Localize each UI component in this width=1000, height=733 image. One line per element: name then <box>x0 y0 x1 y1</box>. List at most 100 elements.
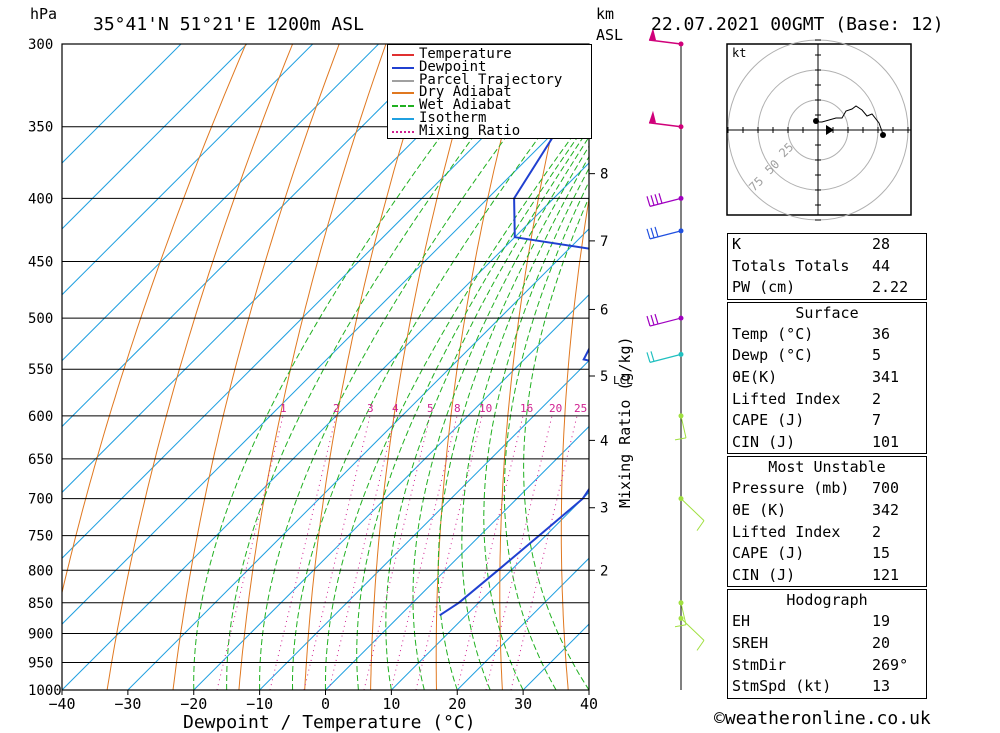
site-footer[interactable]: ©weatheronline.co.uk <box>714 708 931 729</box>
stat-label: SREH <box>732 633 769 652</box>
pressure-tick-label: 350 <box>28 120 53 136</box>
mixing-ratio-line <box>456 415 524 690</box>
most-unstable-title: Most Unstable <box>768 458 886 477</box>
stat-row: θE (K) 342 <box>728 500 926 522</box>
pressure-tick-label: 950 <box>28 655 53 671</box>
stat-label: Pressure (mb) <box>732 479 850 498</box>
stat-value: 19 <box>872 612 891 631</box>
mixing-ratio-axis-title: Mixing Ratio (g/kg) <box>616 336 634 508</box>
dry-adiabat-line <box>992 44 1000 690</box>
wind-barb <box>674 413 687 441</box>
km-tick-label: 7 <box>600 234 608 250</box>
stat-label: PW (cm) <box>732 278 796 297</box>
mixing-ratio-line <box>390 415 458 690</box>
stat-row: StmDir 269° <box>728 655 926 677</box>
stat-row: θE(K) 341 <box>728 367 926 389</box>
pressure-tick-label: 700 <box>28 492 53 508</box>
legend-label: Wet Adiabat <box>419 97 512 114</box>
stat-label: Totals Totals <box>732 256 850 275</box>
chart-series <box>439 44 589 617</box>
isotherm-line <box>456 557 589 690</box>
datetime-title: 22.07.2021 00GMT (Base: 12) <box>651 14 944 35</box>
legend-item: Isotherm <box>388 111 591 126</box>
x-tick-label: −30 <box>114 695 141 713</box>
barb-feather <box>650 314 655 326</box>
wind-dot <box>678 124 684 130</box>
stat-label: CAPE (J) <box>732 411 805 430</box>
hodograph-unit: kt <box>732 46 746 60</box>
stat-value: 341 <box>872 367 900 386</box>
barb-feather <box>650 227 655 239</box>
x-tick-label: −20 <box>180 695 207 713</box>
x-tick-label: 10 <box>382 695 400 713</box>
wet-adiabat-line <box>259 44 577 690</box>
height-axis: 8 7 6 5 4 3 2 LCL <box>589 167 633 579</box>
pressure-tick-label: 450 <box>28 255 53 271</box>
mixing-ratio-value: 2 <box>333 402 340 415</box>
stats-panel: K 28 Totals Totals 44 PW (cm) 2.22 Surface Te… <box>727 233 927 699</box>
mixing-ratio-value: 5 <box>427 402 434 415</box>
legend-label: Mixing Ratio <box>419 122 521 139</box>
barb-shaft <box>649 353 682 363</box>
stat-value: 2 <box>872 389 882 408</box>
indices-section: K 28 Totals Totals 44 PW (cm) 2.22 <box>727 233 927 300</box>
storm-motion-marker <box>826 125 834 135</box>
mixing-ratio-line <box>269 415 337 690</box>
wet-adiabat-line <box>503 180 589 690</box>
stat-row: Lifted Index 2 <box>728 522 926 544</box>
stat-row: SREH 20 <box>728 633 926 655</box>
stat-label: EH <box>732 612 751 631</box>
legend-label: Parcel Trajectory <box>419 71 563 88</box>
barb-shaft <box>648 121 682 128</box>
stat-row: Dewp (°C) 5 <box>728 345 926 367</box>
pressure-tick-label: 800 <box>28 563 53 579</box>
wet-adiabat-line <box>483 167 589 690</box>
stat-label: Lifted Index <box>732 389 841 408</box>
stat-value: 2.22 <box>872 278 909 297</box>
barb-shaft <box>680 602 687 625</box>
mixing-ratio-line <box>328 415 396 690</box>
stat-label: θE(K) <box>732 367 778 386</box>
dry-adiabat-line <box>370 44 480 690</box>
wind-barb <box>646 351 684 363</box>
dry-adiabat-line <box>943 44 1000 690</box>
isotherm-line <box>62 44 182 164</box>
pressure-tick-label: 650 <box>28 452 53 468</box>
isotherm-line <box>62 96 589 625</box>
hodograph-trace <box>816 105 884 135</box>
barb-feather <box>654 313 659 325</box>
barb-feather <box>658 193 663 204</box>
legend-label: Dry Adiabat <box>419 84 512 101</box>
stat-label: θE (K) <box>732 500 787 519</box>
wind-barb <box>678 496 705 531</box>
mixing-ratio-line <box>415 415 483 690</box>
barb-feather <box>674 437 687 441</box>
stat-value: 121 <box>872 565 900 584</box>
hpa-unit-label: hPa <box>30 5 57 23</box>
stat-label: CIN (J) <box>732 565 796 584</box>
isotherm-line <box>62 162 589 690</box>
asl-unit-label: ASL <box>596 26 623 44</box>
x-tick-label: 40 <box>580 695 598 713</box>
wind-barb <box>648 28 684 47</box>
stat-value: 7 <box>872 411 882 430</box>
stat-label: Temp (°C) <box>732 324 814 343</box>
wind-barbs <box>646 28 705 690</box>
mixing-ratio-value: 1 <box>280 402 287 415</box>
wet-adiabat-line <box>193 44 511 690</box>
stat-row: CIN (J) 101 <box>728 432 926 454</box>
plot-frame <box>61 43 590 691</box>
x-tick-label: −10 <box>246 695 273 713</box>
chart-axes: 3003504004505005506006507007508008509009… <box>28 37 598 713</box>
stat-row: Totals Totals 44 <box>728 256 926 278</box>
km-tick-label: 3 <box>600 501 608 517</box>
legend-swatch <box>392 79 414 82</box>
km-tick-label: 2 <box>600 563 608 579</box>
stat-value: 15 <box>872 544 891 563</box>
stat-value: 20 <box>872 633 891 652</box>
mixing-ratio-value: 4 <box>392 402 399 415</box>
mixing-ratio-value: 3 <box>367 402 374 415</box>
legend-item: Dry Adiabat <box>388 84 591 101</box>
